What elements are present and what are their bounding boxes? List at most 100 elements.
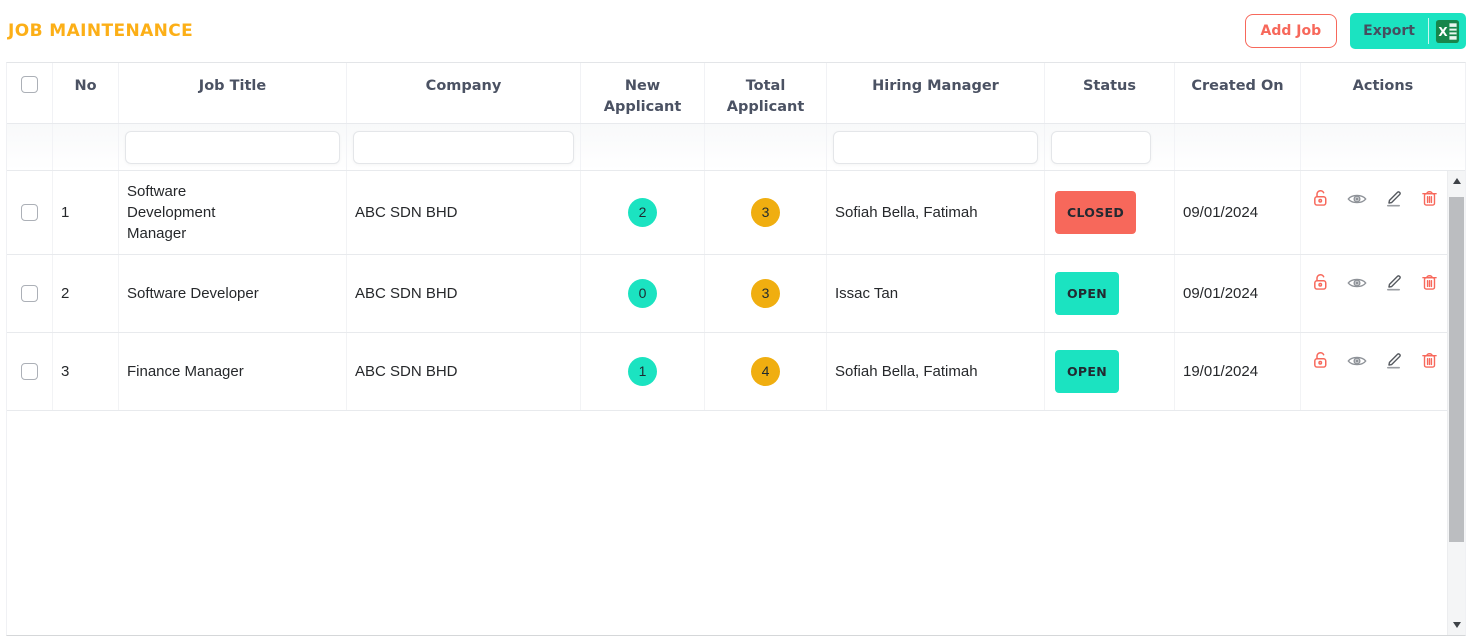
row-actions-cell [1301,171,1465,254]
scroll-up-button[interactable] [1448,173,1465,189]
row-created-on-cell: 09/01/2024 [1175,171,1301,254]
row-select-cell [7,171,53,254]
created-on-text: 19/01/2024 [1183,363,1259,380]
table-row: 1 Software Development Manager ABC SDN B… [7,171,1465,255]
filter-cell-checkbox [7,124,53,170]
header-actions: Actions [1352,78,1414,94]
row-new-applicant-cell: 0 [581,255,705,332]
row-company-cell: ABC SDN BHD [347,171,581,254]
row-no-cell: 1 [53,171,119,254]
row-select-cell [7,333,53,410]
row-new-applicant-cell: 1 [581,333,705,410]
filter-cell-total-applicant [705,124,827,170]
header-company: Company [347,63,581,123]
filter-cell-no [53,124,119,170]
add-job-button[interactable]: Add Job [1244,14,1338,48]
company-text: ABC SDN BHD [355,285,458,302]
row-total-applicant-cell: 3 [705,255,827,332]
header-new-applicant: New Applicant [581,63,705,123]
row-created-on-cell: 09/01/2024 [1175,255,1301,332]
table-row: 3 Finance Manager ABC SDN BHD 1 4 Sofiah… [7,333,1465,411]
filter-cell-new-applicant [581,124,705,170]
status-badge: OPEN [1055,271,1119,316]
table-row: 2 Software Developer ABC SDN BHD 0 3 Iss… [7,255,1465,333]
eye-icon[interactable] [1346,188,1368,210]
lock-icon[interactable] [1310,350,1331,371]
scroll-down-icon [1452,622,1461,628]
edit-icon[interactable] [1383,350,1404,371]
status-badge: CLOSED [1055,190,1137,235]
table-header-row: No Job Title Company New Applicant Total… [7,63,1465,124]
export-button[interactable]: Export X [1350,13,1466,49]
header-job-title: Job Title [119,63,347,123]
page-title: JOB MAINTENANCE [8,21,194,41]
hiring-manager-filter-input[interactable] [833,130,1038,164]
topbar: JOB MAINTENANCE Add Job Export X [0,0,1472,62]
delete-icon[interactable] [1419,272,1440,293]
total-applicant-badge: 4 [751,357,780,386]
eye-icon[interactable] [1346,350,1368,372]
table-body-rows: 1 Software Development Manager ABC SDN B… [7,171,1465,411]
lock-icon[interactable] [1310,272,1331,293]
vertical-scrollbar[interactable] [1447,171,1465,635]
filter-cell-actions [1301,124,1465,170]
status-filter-input[interactable] [1051,130,1151,164]
delete-icon[interactable] [1419,350,1440,371]
header-created-on: Created On [1175,63,1301,123]
jobs-table: No Job Title Company New Applicant Total… [6,62,1466,636]
hiring-manager-text: Issac Tan [835,285,899,302]
header-no: No [53,63,119,123]
row-checkbox[interactable] [21,204,38,221]
row-select-cell [7,255,53,332]
new-applicant-badge: 1 [628,357,657,386]
excel-icon: X [1429,19,1466,44]
row-created-on-cell: 19/01/2024 [1175,333,1301,410]
created-on-text: 09/01/2024 [1183,285,1259,302]
row-total-applicant-cell: 3 [705,171,827,254]
row-job-title-cell: Software Development Manager [119,171,347,254]
hiring-manager-text: Sofiah Bella, Fatimah [835,363,978,380]
row-number: 1 [61,204,70,221]
row-new-applicant-cell: 2 [581,171,705,254]
company-text: ABC SDN BHD [355,363,458,380]
eye-icon[interactable] [1346,272,1368,294]
edit-icon[interactable] [1383,188,1404,209]
export-button-divider [1428,18,1429,44]
select-all-checkbox[interactable] [21,76,38,93]
row-company-cell: ABC SDN BHD [347,333,581,410]
company-filter-input[interactable] [353,130,574,164]
delete-icon[interactable] [1419,188,1440,209]
row-no-cell: 3 [53,333,119,410]
filter-cell-hiring-manager [827,124,1045,170]
scroll-up-icon [1452,178,1461,184]
created-on-text: 09/01/2024 [1183,204,1259,221]
row-number: 3 [61,363,70,380]
hiring-manager-text: Sofiah Bella, Fatimah [835,204,978,221]
row-hiring-manager-cell: Issac Tan [827,255,1045,332]
table-body: 1 Software Development Manager ABC SDN B… [7,171,1465,635]
header-hiring-manager: Hiring Manager [827,63,1045,123]
filter-row [7,124,1465,171]
row-job-title-cell: Finance Manager [119,333,347,410]
select-all-cell [7,63,53,123]
row-job-title-cell: Software Developer [119,255,347,332]
row-checkbox[interactable] [21,285,38,302]
scroll-down-button[interactable] [1448,617,1465,633]
row-number: 2 [61,285,70,302]
filter-cell-status [1045,124,1175,170]
job-title-text: Software Developer [127,285,259,302]
row-no-cell: 2 [53,255,119,332]
lock-icon[interactable] [1310,188,1331,209]
scrollbar-thumb[interactable] [1449,197,1464,542]
row-checkbox[interactable] [21,363,38,380]
job-title-text: Finance Manager [127,363,244,380]
row-hiring-manager-cell: Sofiah Bella, Fatimah [827,171,1045,254]
company-text: ABC SDN BHD [355,204,458,221]
new-applicant-badge: 2 [628,198,657,227]
row-actions-cell [1301,333,1465,410]
status-badge: OPEN [1055,349,1119,394]
job-title-filter-input[interactable] [125,130,340,164]
edit-icon[interactable] [1383,272,1404,293]
total-applicant-badge: 3 [751,198,780,227]
